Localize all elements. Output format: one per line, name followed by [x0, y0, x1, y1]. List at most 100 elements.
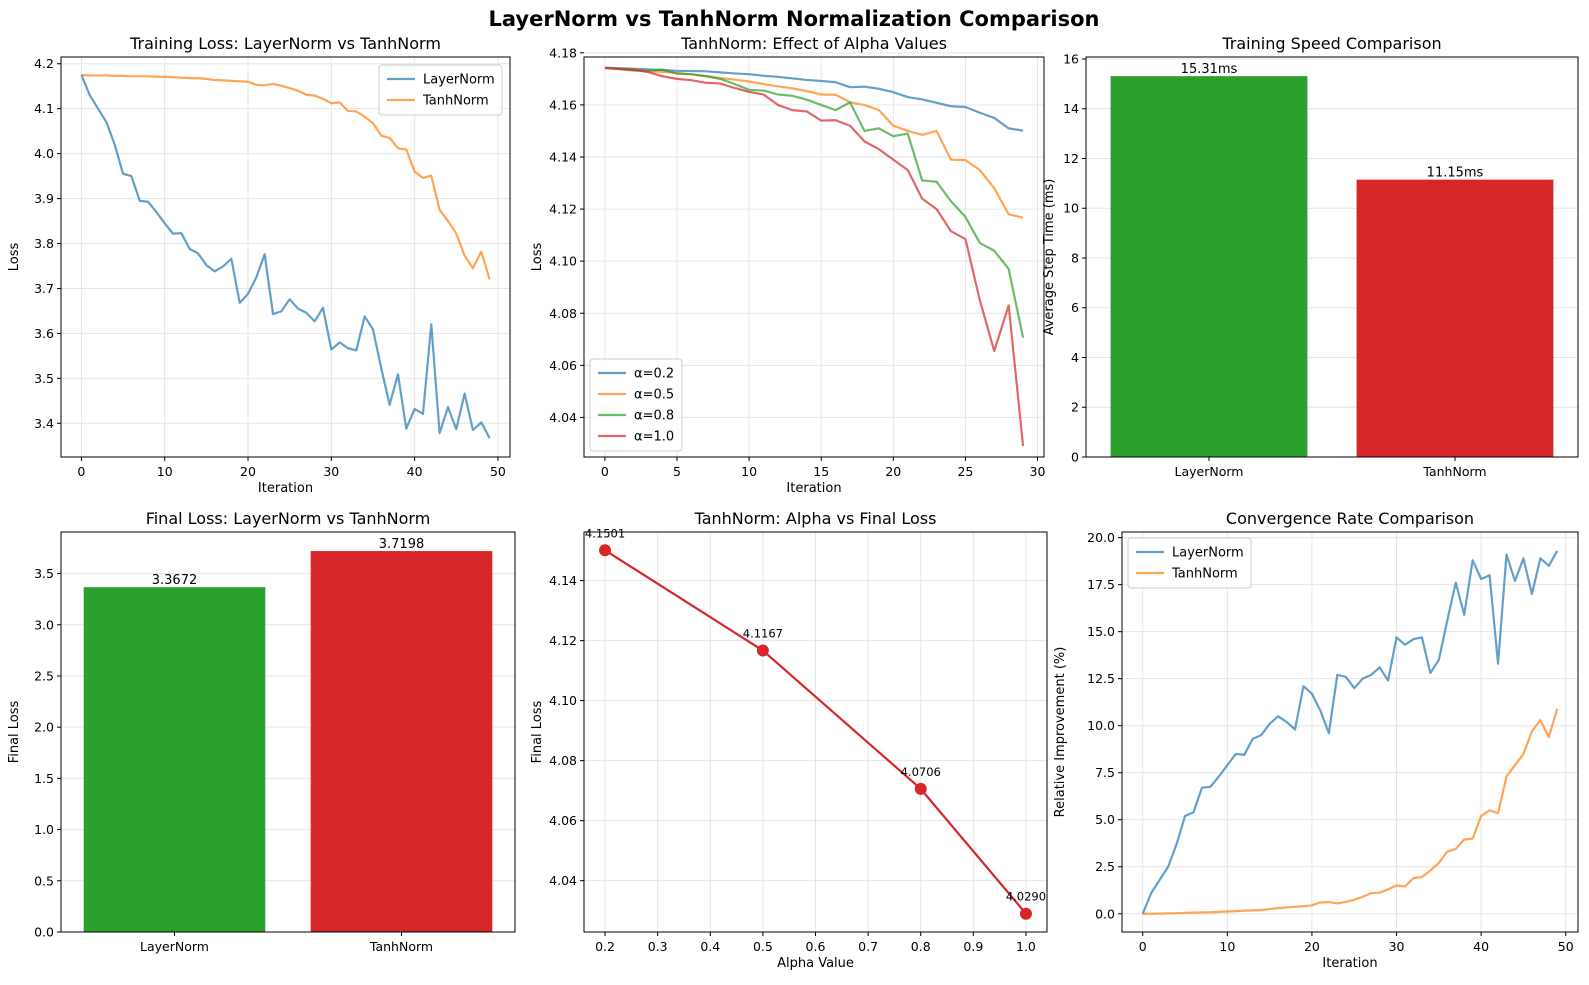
series-line-TanhNorm [1142, 708, 1559, 915]
y-tick-label: 4.08 [549, 753, 577, 768]
x-tick-label: 0 [1139, 939, 1147, 954]
plot-frame [583, 56, 1045, 458]
legend-label: TanhNorm [1171, 567, 1238, 582]
y-tick-label: 4.12 [549, 202, 577, 217]
chart-panel-6: Convergence Rate Comparison 0.0 2.5 5.0 7.5 1… [1053, 509, 1579, 971]
panel-title: TanhNorm: Effect of Alpha Values [680, 34, 947, 53]
series-line-α=1.0 [604, 66, 1025, 447]
legend: LayerNorm TanhNorm [378, 64, 503, 116]
y-tick-label: 4.14 [549, 150, 577, 165]
y-axis-label: Average Step Time (ms) [1042, 179, 1057, 336]
bar-tanhnorm [310, 551, 493, 932]
y-axis-label: Final Loss [530, 700, 545, 763]
x-tick-label: 20 [885, 464, 901, 479]
x-axis-label: Iteration [258, 481, 313, 496]
point-value-label: 4.0290 [1006, 890, 1046, 904]
x-tick-label: 40 [407, 464, 423, 479]
series-line-LayerNorm [80, 74, 491, 439]
y-tick-label: 3.8 [34, 236, 54, 251]
x-axis-label: Iteration [786, 481, 841, 496]
data-point [914, 782, 927, 795]
x-tick-label: 30 [1030, 464, 1046, 479]
y-tick-label: 4.08 [549, 306, 577, 321]
y-tick-label: 1.5 [34, 771, 54, 786]
y-tick-label: 0.0 [1095, 906, 1115, 921]
plot-frame [1085, 56, 1579, 458]
x-tick-label: 20 [240, 464, 256, 479]
panel-title: Convergence Rate Comparison [1226, 509, 1474, 528]
x-tick-label: 0.6 [806, 939, 826, 954]
y-tick-label: 0.5 [34, 873, 54, 888]
x-tick-label: 20 [1304, 939, 1320, 954]
y-tick-label: 4.12 [549, 633, 577, 648]
y-tick-label: 0.0 [34, 925, 54, 940]
y-tick-label: 10.0 [1087, 718, 1115, 733]
chart-panel-2: TanhNorm: Effect of Alpha Values 4.04 4.06… [530, 34, 1046, 496]
data-point [1019, 907, 1032, 920]
x-tick-label: 10 [741, 464, 757, 479]
y-tick-label: 4.2 [34, 56, 54, 71]
x-tick-label: 0.3 [648, 939, 668, 954]
legend-box [378, 64, 503, 116]
legend-label: TanhNorm [422, 94, 489, 109]
legend-label: LayerNorm [423, 73, 495, 88]
x-tick-label: TanhNorm [369, 939, 433, 954]
bar-value-label: 15.31ms [1181, 62, 1238, 77]
y-tick-label: 3.9 [34, 191, 54, 206]
bar-layernorm [1110, 76, 1308, 457]
y-tick-label: 4.14 [549, 573, 577, 588]
y-tick-label: 4.10 [549, 693, 577, 708]
x-tick-label: LayerNorm [1175, 464, 1244, 479]
series-line-α=0.8 [604, 66, 1025, 338]
x-tick-label: 50 [490, 464, 506, 479]
y-tick-label: 16 [1063, 51, 1079, 66]
plot-frame [583, 531, 1048, 933]
x-tick-label: 30 [1389, 939, 1405, 954]
x-axis-label: Alpha Value [777, 956, 854, 971]
y-tick-label: 20.0 [1087, 530, 1115, 545]
panel-title: Training Speed Comparison [1221, 34, 1441, 53]
y-tick-label: 4.16 [549, 97, 577, 112]
plot-frame [60, 56, 511, 458]
panel-title: Training Loss: LayerNorm vs TanhNorm [129, 34, 441, 53]
y-tick-label: 7.5 [1095, 765, 1115, 780]
series-line-LayerNorm [1141, 550, 1559, 915]
y-tick-label: 3.4 [34, 416, 54, 431]
y-tick-label: 6 [1071, 300, 1079, 315]
y-tick-label: 0 [1071, 450, 1079, 465]
y-tick-label: 1.0 [34, 822, 54, 837]
legend-label: α=0.8 [634, 409, 674, 424]
x-tick-label: 0 [601, 464, 609, 479]
y-axis-label: Loss [530, 243, 545, 272]
y-axis-label: Loss [7, 243, 22, 272]
x-tick-label: 25 [957, 464, 973, 479]
y-tick-label: 4.06 [549, 813, 577, 828]
x-tick-label: 1.0 [1016, 939, 1036, 954]
x-tick-label: TanhNorm [1422, 464, 1486, 479]
x-tick-label: 0.2 [595, 939, 615, 954]
y-tick-label: 4.04 [549, 873, 577, 888]
plot-frame [1121, 531, 1579, 933]
x-tick-label: LayerNorm [140, 939, 209, 954]
chart-panel-3: Training Speed Comparison 0 2 4 6 8 10 12 14 16 15… [1042, 34, 1579, 479]
bar-value-label: 3.7198 [379, 537, 425, 552]
legend-label: α=0.5 [634, 388, 674, 403]
data-point [599, 544, 612, 557]
y-tick-label: 8 [1071, 250, 1079, 265]
series-line-α=0.5 [604, 66, 1024, 219]
y-tick-label: 2 [1071, 400, 1079, 415]
y-tick-label: 2.5 [1095, 859, 1115, 874]
plot-frame [60, 531, 516, 933]
x-tick-label: 0.9 [963, 939, 983, 954]
y-tick-label: 15.0 [1087, 624, 1115, 639]
bar-layernorm [83, 587, 266, 932]
bar-tanhnorm [1356, 179, 1554, 457]
y-tick-label: 14 [1063, 101, 1079, 116]
legend-label: α=1.0 [634, 430, 674, 445]
y-tick-label: 3.6 [34, 326, 54, 341]
legend-box [589, 358, 683, 452]
x-tick-label: 10 [157, 464, 173, 479]
series-line-alpha-final-loss [604, 549, 1027, 915]
chart-panel-5: TanhNorm: Alpha vs Final Loss 4.04 4.06 4.0… [530, 509, 1048, 971]
